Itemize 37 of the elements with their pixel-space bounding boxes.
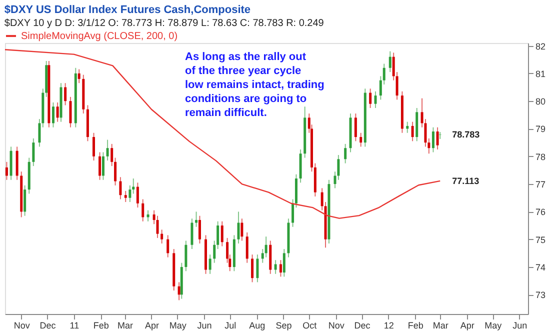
chart-title: $DXY US Dollar Index Futures Cash,Composite (4, 4, 251, 16)
x-tick-label: Oct (302, 320, 318, 330)
x-tick-label: Sep (276, 320, 292, 330)
y-tick-label: 82 (536, 41, 546, 52)
y-tick-label: 73 (536, 290, 546, 300)
x-tick-label: Feb (93, 320, 109, 330)
x-tick-label: Apr (144, 320, 159, 330)
annotation: As long as the rally out of the three year cycle low remains intact, trading conditions are going to remain difficult. (185, 51, 324, 119)
legend-label: SimpleMovingAvg (CLOSE, 200, 0) (21, 31, 178, 42)
candlestick (438, 132, 442, 140)
annotation: 78.783 (452, 130, 480, 140)
chart-subtitle: $DXY 10 y D D: 3/1/12 O: 78.773 H: 78.879 L: 78.63 C: 78.783 R: 0.249 (4, 18, 324, 29)
y-tick-label: 74 (536, 262, 546, 272)
y-tick-label: 80 (536, 96, 546, 107)
x-tick-label: Dec (40, 320, 56, 330)
x-tick-label: Jun (197, 320, 212, 330)
y-tick-label: 77 (536, 180, 546, 190)
annotation: 77.113 (452, 176, 480, 186)
x-tick-label: Jun (512, 320, 528, 330)
x-tick-label: Aug (249, 320, 266, 330)
y-tick-label: 78 (536, 152, 546, 162)
x-tick-label: Jul (224, 320, 236, 330)
y-tick-label: 76 (536, 207, 546, 218)
x-tick-label: 12 (384, 320, 394, 330)
x-tick-label: 11 (70, 320, 80, 330)
x-tick-label: Mar (432, 320, 448, 330)
x-tick-label: Mar (118, 320, 134, 330)
y-tick-label: 81 (536, 68, 546, 79)
x-tick-label: Nov (328, 320, 345, 330)
x-tick-label: Feb (408, 320, 424, 330)
x-tick-label: May (169, 320, 187, 330)
x-tick-label: Dec (354, 320, 371, 330)
x-tick-label: Apr (460, 320, 474, 330)
y-tick-label: 79 (536, 124, 546, 134)
x-tick-label: May (484, 320, 502, 330)
y-tick-label: 75 (536, 234, 546, 245)
x-tick-label: Nov (14, 320, 30, 330)
